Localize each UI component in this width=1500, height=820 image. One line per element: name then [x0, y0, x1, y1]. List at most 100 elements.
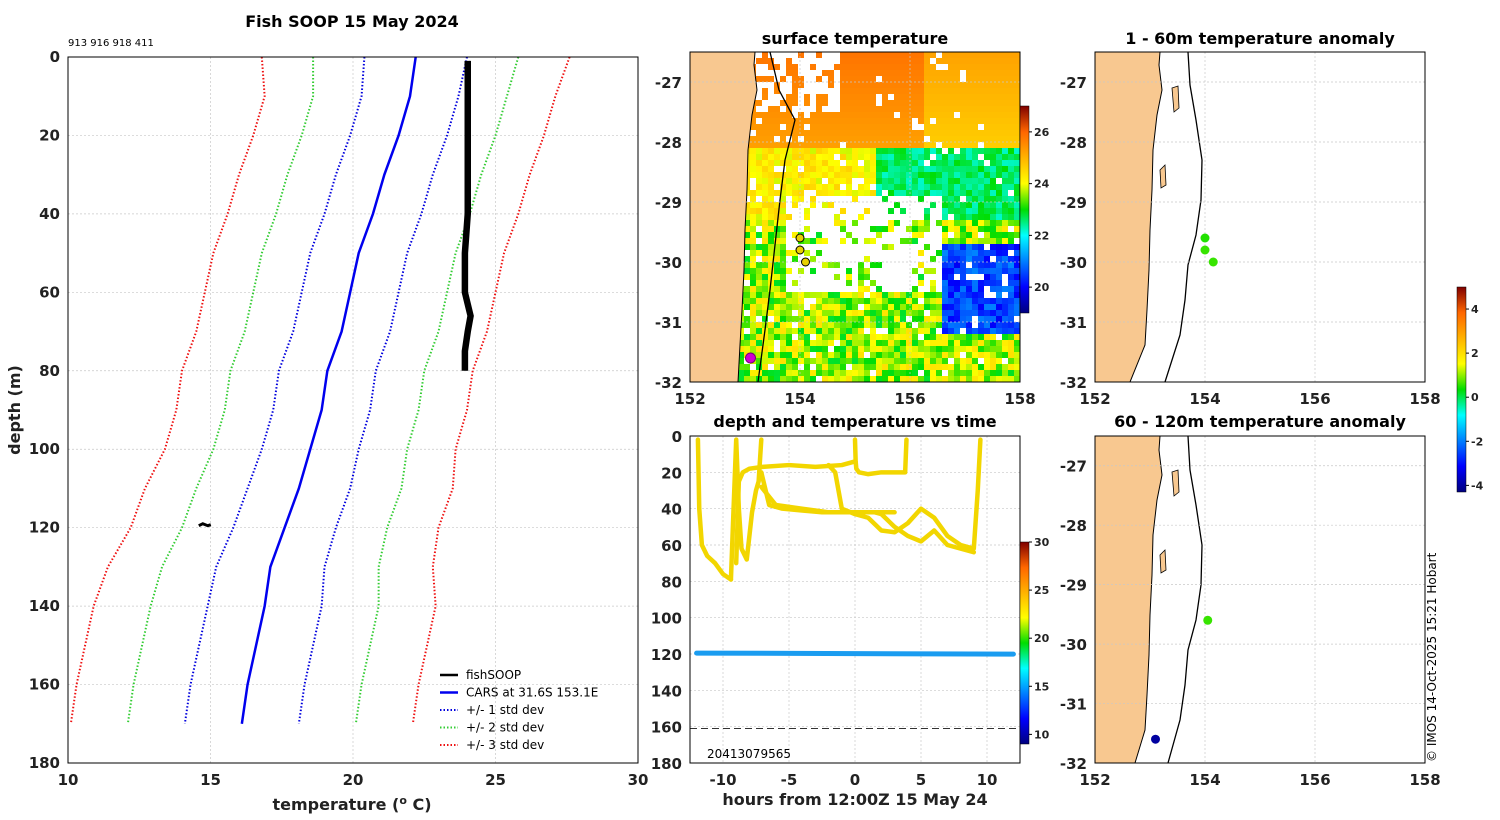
sst-cell — [780, 304, 786, 310]
sst-cell — [852, 160, 858, 166]
sst-cell — [984, 184, 990, 190]
sst-cell — [738, 358, 744, 364]
sst-cell — [762, 196, 768, 202]
fishsoop-profile — [461, 60, 473, 371]
sst-cell — [996, 214, 1002, 220]
sst-cell — [900, 130, 906, 136]
sst-cell — [768, 76, 774, 82]
sst-cell — [876, 376, 882, 382]
sst-cell — [996, 76, 1002, 82]
sst-cell — [990, 154, 996, 160]
sst-cell — [900, 370, 906, 376]
sst-cell — [756, 244, 762, 250]
sst-cell — [978, 52, 984, 58]
sst-cell — [756, 184, 762, 190]
sst-cell — [750, 214, 756, 220]
sst-cell — [846, 292, 852, 298]
sst-cell — [888, 100, 894, 106]
sst-cell — [834, 262, 840, 268]
sst-cell — [792, 304, 798, 310]
sst-cell — [996, 364, 1002, 370]
sst-cell — [864, 166, 870, 172]
sst-cell — [1008, 76, 1014, 82]
sst-cell — [822, 370, 828, 376]
sst-cell — [1002, 112, 1008, 118]
sst-cell — [972, 250, 978, 256]
dt-cb-tick-label: 30 — [1034, 536, 1050, 549]
sst-cell — [822, 310, 828, 316]
sst-cell — [936, 172, 942, 178]
sst-cell — [972, 280, 978, 286]
sst-cell — [882, 112, 888, 118]
sst-cell — [1002, 208, 1008, 214]
sst-cell — [912, 364, 918, 370]
profile-ytick-label: 40 — [39, 205, 60, 223]
sst-cell — [792, 136, 798, 142]
sst-cell — [912, 334, 918, 340]
sst-cell — [876, 358, 882, 364]
sst-cell — [876, 70, 882, 76]
dt-annotation: 20413079565 — [707, 747, 791, 761]
sst-cell — [840, 220, 846, 226]
sst-cell — [828, 352, 834, 358]
sst-cell — [792, 370, 798, 376]
sst-cell — [954, 280, 960, 286]
sst-cell — [918, 232, 924, 238]
sst-cell — [996, 328, 1002, 334]
sst-cell — [996, 118, 1002, 124]
sst-cell — [744, 268, 750, 274]
sst-cb-tick-label: 26 — [1034, 126, 1050, 139]
sst-cell — [900, 118, 906, 124]
anom-bottom-ytick-label: -31 — [1060, 696, 1087, 714]
sst-cell — [900, 358, 906, 364]
sst-cell — [810, 160, 816, 166]
sst-cell — [954, 244, 960, 250]
sst-cell — [816, 358, 822, 364]
sst-cell — [948, 310, 954, 316]
sst-cell — [780, 118, 786, 124]
sst-cell — [978, 238, 984, 244]
sst-cell — [990, 220, 996, 226]
sst-cell — [954, 226, 960, 232]
sst-cell — [930, 370, 936, 376]
sst-cell — [960, 232, 966, 238]
sst-cell — [960, 238, 966, 244]
sst-cell — [984, 106, 990, 112]
sst-cell — [762, 316, 768, 322]
anom-bottom-coastline — [1134, 436, 1163, 763]
sst-cell — [996, 286, 1002, 292]
sst-cell — [978, 316, 984, 322]
sst-cell — [894, 178, 900, 184]
sst-cell — [1014, 322, 1020, 328]
sst-cell — [828, 322, 834, 328]
sst-cell — [930, 124, 936, 130]
sst-cell — [864, 310, 870, 316]
sst-cell — [768, 262, 774, 268]
sst-cell — [978, 214, 984, 220]
sst-cell — [810, 310, 816, 316]
sst-cell — [948, 58, 954, 64]
sst-cell — [906, 148, 912, 154]
sst-cell — [900, 106, 906, 112]
sst-cell — [1002, 106, 1008, 112]
sst-cell — [1008, 376, 1014, 382]
sst-cell — [924, 172, 930, 178]
sst-cell — [912, 190, 918, 196]
sst-cell — [930, 340, 936, 346]
sst-cell — [816, 298, 822, 304]
sst-cell — [954, 304, 960, 310]
sst-cell — [1008, 328, 1014, 334]
sst-cell — [1008, 88, 1014, 94]
sst-cell — [774, 358, 780, 364]
sst-cell — [972, 370, 978, 376]
sst-cell — [1008, 274, 1014, 280]
sst-cell — [954, 250, 960, 256]
sst-cell — [774, 268, 780, 274]
sst-cell — [930, 358, 936, 364]
sst-cell — [792, 364, 798, 370]
sst-cell — [936, 298, 942, 304]
sst-cell — [942, 70, 948, 76]
sst-cell — [780, 328, 786, 334]
sst-cell — [972, 262, 978, 268]
sst-cell — [924, 376, 930, 382]
